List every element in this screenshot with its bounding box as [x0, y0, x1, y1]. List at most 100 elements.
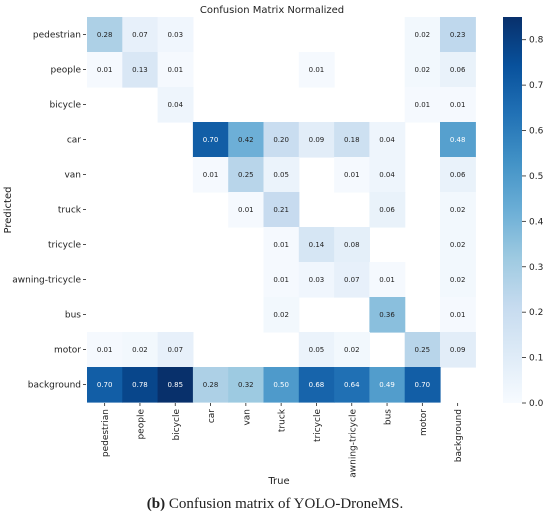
colorbar-tick-label: 0.5: [529, 172, 543, 182]
colorbar-gradient: [503, 17, 522, 403]
colorbar-ticks: 0.0 0.1 0.2 0.3 0.4 0.5 0.6 0.7 0.8: [522, 36, 544, 409]
x-tick-label: motor: [419, 409, 429, 436]
colorbar-tick-label: 0.8: [529, 36, 544, 46]
heatmap-cell: [440, 17, 476, 53]
colorbar: 0.0 0.1 0.2 0.3 0.4 0.5 0.6 0.7 0.8: [503, 17, 544, 409]
x-tick-label: pedestrian: [101, 409, 111, 457]
heatmap-cell: [369, 192, 406, 228]
heatmap-cell: [228, 122, 265, 158]
cell-value-label: 0.01: [167, 66, 183, 74]
heatmap-cell: [192, 122, 229, 158]
cell-value-label: 0.02: [415, 66, 431, 74]
colorbar-tick-label: 0.2: [529, 308, 543, 318]
cell-value-label: 0.06: [450, 171, 466, 179]
x-tick-label: people: [136, 409, 146, 440]
cell-value-label: 0.85: [167, 381, 183, 389]
cell-value-label: 0.50: [273, 381, 289, 389]
colorbar-tick-label: 0.4: [529, 217, 544, 227]
colorbar-tick-label: 0.6: [529, 127, 544, 137]
heatmap-cell: [157, 52, 194, 88]
heatmap-cell: [334, 367, 370, 403]
confusion-matrix-figure: Confusion Matrix Normalized 0.28 0.07 0.03…: [3, 5, 544, 487]
x-tick-label: awning-tricycle: [348, 409, 358, 478]
cell-value-label: 0.02: [450, 241, 466, 249]
heatmap-cell: [228, 367, 265, 403]
heatmap-cell: [369, 262, 406, 298]
heatmap-cell: [440, 192, 476, 228]
heatmap-cell: [334, 262, 370, 298]
cell-value-label: 0.09: [450, 346, 466, 354]
y-tick-label: motor: [54, 346, 81, 356]
cell-value-label: 0.06: [379, 206, 395, 214]
heatmap-cell: [404, 367, 441, 403]
cell-value-label: 0.28: [203, 381, 219, 389]
heatmap-cell: [440, 297, 476, 333]
cell-value-label: 0.21: [273, 206, 289, 214]
heatmap-cell: [87, 332, 123, 368]
cell-value-label: 0.02: [344, 346, 360, 354]
heatmap-cell: [334, 157, 370, 193]
cell-value-label: 0.78: [132, 381, 148, 389]
cell-value-label: 0.25: [415, 346, 431, 354]
y-axis: pedestrian people bicycle car van truck tricyc…: [12, 31, 86, 391]
colorbar-tick-label: 0.0: [529, 399, 544, 409]
heatmap-cell: [263, 157, 300, 193]
cell-value-label: 0.07: [167, 346, 183, 354]
x-tick-label: background: [454, 409, 464, 462]
heatmap-cell: [369, 367, 406, 403]
heatmap-cell: [87, 17, 123, 53]
cell-value-label: 0.01: [97, 346, 113, 354]
heatmap-cell: [404, 17, 441, 53]
heatmap-cell: [157, 87, 194, 123]
heatmap-cell: [404, 332, 441, 368]
cell-value-label: 0.70: [203, 136, 219, 144]
heatmap-cell: [369, 122, 406, 158]
heatmap-cell-labels: 0.28 0.07 0.03 0.02 0.23 0.01 0.13 0.01 0.01 0.02…: [97, 31, 466, 389]
cell-value-label: 0.05: [273, 171, 289, 179]
x-tick-label: bus: [384, 409, 394, 425]
y-tick-label: truck: [58, 206, 82, 216]
cell-value-label: 0.68: [309, 381, 325, 389]
heatmap-cell: [440, 227, 476, 263]
cell-value-label: 0.20: [273, 136, 289, 144]
heatmap-cell: [263, 297, 300, 333]
cell-value-label: 0.02: [450, 276, 466, 284]
cell-value-label: 0.06: [450, 66, 466, 74]
cell-value-label: 0.25: [238, 171, 254, 179]
cell-value-label: 0.01: [273, 241, 289, 249]
heatmap-cell: [404, 87, 441, 123]
cell-value-label: 0.32: [238, 381, 254, 389]
heatmap-cell: [228, 157, 265, 193]
cell-value-label: 0.02: [415, 31, 431, 39]
heatmap-cell: [404, 52, 441, 88]
y-tick-label: car: [67, 136, 81, 146]
y-tick-label: awning-tricycle: [12, 276, 81, 286]
heatmap-cell: [122, 367, 159, 403]
heatmap-cell: [263, 367, 300, 403]
y-tick-label: people: [50, 66, 81, 76]
cell-value-label: 0.01: [273, 276, 289, 284]
cell-value-label: 0.05: [309, 346, 325, 354]
heatmap-cell: [298, 262, 335, 298]
cell-value-label: 0.14: [309, 241, 325, 249]
colorbar-tick-label: 0.7: [529, 81, 543, 91]
cell-value-label: 0.64: [344, 381, 360, 389]
heatmap-cell: [440, 52, 476, 88]
heatmap-cells: [87, 17, 476, 403]
cell-value-label: 0.13: [132, 66, 148, 74]
heatmap-cell: [263, 227, 300, 263]
heatmap-cell: [298, 52, 335, 88]
heatmap-cell: [298, 332, 335, 368]
cell-value-label: 0.23: [450, 31, 466, 39]
cell-value-label: 0.09: [309, 136, 325, 144]
heatmap-cell: [440, 122, 476, 158]
heatmap-cell: [298, 227, 335, 263]
heatmap-cell: [334, 227, 370, 263]
cell-value-label: 0.01: [238, 206, 254, 214]
heatmap-cell: [157, 332, 194, 368]
heatmap-cell: [192, 157, 229, 193]
y-tick-label: bus: [65, 311, 81, 321]
figure-caption: (b) Confusion matrix of YOLO-DroneMS.: [0, 496, 550, 513]
cell-value-label: 0.01: [97, 66, 113, 74]
cell-value-label: 0.02: [273, 311, 289, 319]
